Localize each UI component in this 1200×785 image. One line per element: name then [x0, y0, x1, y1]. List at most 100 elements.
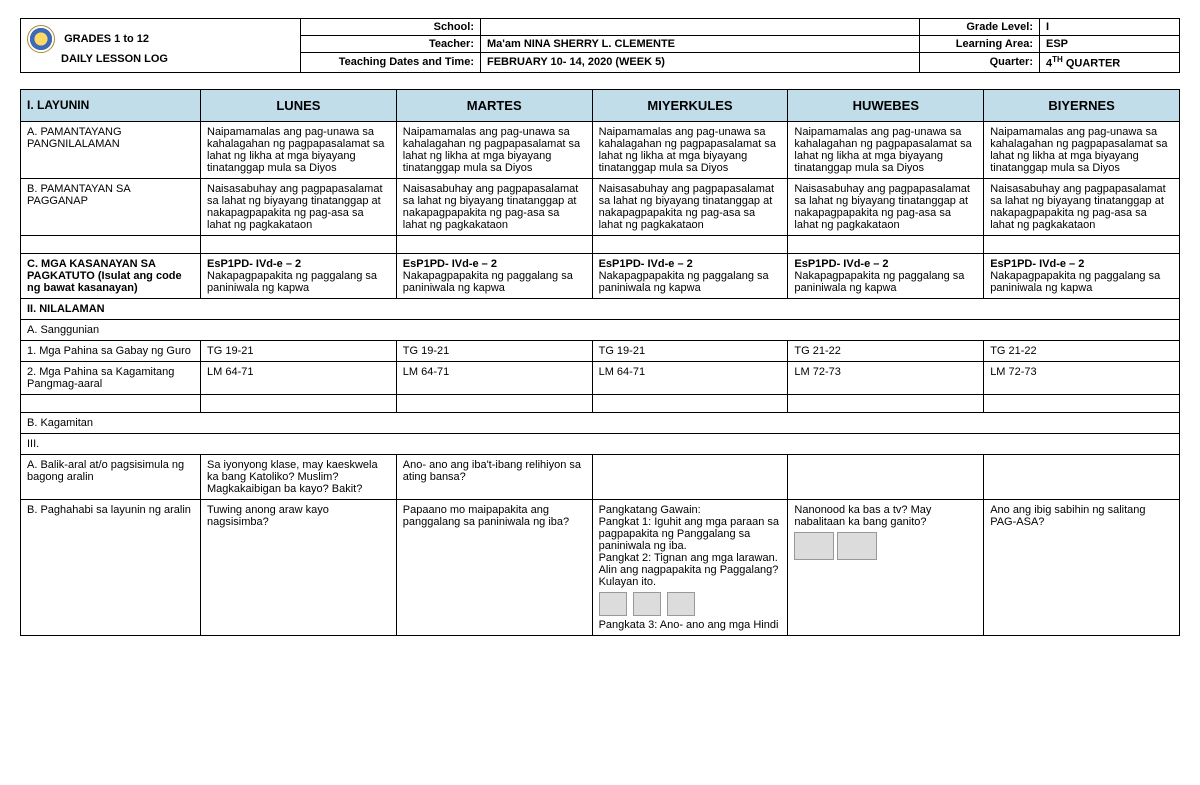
- teacher-value: Ma'am NINA SHERRY L. CLEMENTE: [481, 36, 920, 53]
- day-wed: MIYERKULES: [592, 89, 788, 121]
- grade-label: Grade Level:: [920, 19, 1040, 36]
- cell: LM 72-73: [788, 361, 984, 394]
- news-image-icon: [837, 532, 877, 560]
- cell: Papaano mo maipapakita ang panggalang sa…: [396, 499, 592, 635]
- cell: EsP1PD- IVd-e – 2Nakapagpapakita ng pagg…: [788, 253, 984, 298]
- quarter-label: Quarter:: [920, 53, 1040, 73]
- row-kasanayan: C. MGA KASANAYAN SA PAGKATUTO (Isulat an…: [21, 253, 1180, 298]
- title-line1: GRADES 1 to 12: [64, 33, 149, 45]
- code: EsP1PD- IVd-e – 2: [207, 258, 301, 270]
- row-paghahabi: B. Paghahabi sa layunin ng aralin Tuwing…: [21, 499, 1180, 635]
- title-line2: DAILY LESSON LOG: [61, 53, 168, 65]
- label-a: A. PAMANTAYANG PANGNILALAMAN: [21, 121, 201, 178]
- cell: [788, 454, 984, 499]
- clipart-icon: [633, 592, 661, 616]
- header-table: GRADES 1 to 12 DAILY LESSON LOG School: …: [20, 18, 1180, 73]
- cell: [592, 454, 788, 499]
- cell: TG 21-22: [984, 340, 1180, 361]
- grade-value: I: [1040, 19, 1180, 36]
- title-cell: GRADES 1 to 12 DAILY LESSON LOG: [21, 19, 301, 73]
- row-iii: III.: [21, 433, 1180, 454]
- quarter-value: 4TH QUARTER: [1040, 53, 1180, 73]
- label-paghahabi: B. Paghahabi sa layunin ng aralin: [21, 499, 201, 635]
- cell: Naipamamalas ang pag-unawa sa kahalagaha…: [788, 121, 984, 178]
- cell: Ano ang ibig sabihin ng salitang PAG-ASA…: [984, 499, 1180, 635]
- row-lm: 2. Mga Pahina sa Kagamitang Pangmag-aara…: [21, 361, 1180, 394]
- label-sang: A. Sanggunian: [21, 319, 1180, 340]
- cell: TG 21-22: [788, 340, 984, 361]
- cell: Naisasabuhay ang pagpapasalamat sa lahat…: [396, 178, 592, 235]
- label-tg: 1. Mga Pahina sa Gabay ng Guro: [21, 340, 201, 361]
- label-lm: 2. Mga Pahina sa Kagamitang Pangmag-aara…: [21, 361, 201, 394]
- cell: Tuwing anong araw kayo nagsisimba?: [201, 499, 397, 635]
- dates-label: Teaching Dates and Time:: [301, 53, 481, 73]
- cell: Naipamamalas ang pag-unawa sa kahalagaha…: [396, 121, 592, 178]
- area-value: ESP: [1040, 36, 1180, 53]
- text: Nakapagpapakita ng paggalang sa paniniwa…: [794, 270, 964, 294]
- code: EsP1PD- IVd-e – 2: [794, 258, 888, 270]
- cell: [984, 454, 1180, 499]
- cell: LM 64-71: [396, 361, 592, 394]
- teacher-label: Teacher:: [301, 36, 481, 53]
- day-fri: BIYERNES: [984, 89, 1180, 121]
- cell: LM 72-73: [984, 361, 1180, 394]
- wed-text: Pangkatang Gawain: Pangkat 1: Iguhit ang…: [599, 504, 779, 588]
- cell: Naisasabuhay ang pagpapasalamat sa lahat…: [201, 178, 397, 235]
- cell: TG 19-21: [396, 340, 592, 361]
- cell: Ano- ano ang iba't-ibang relihiyon sa at…: [396, 454, 592, 499]
- cell: EsP1PD- IVd-e – 2Nakapagpapakita ng pagg…: [984, 253, 1180, 298]
- label-kagamitan: B. Kagamitan: [21, 412, 1180, 433]
- thu-text: Nanonood ka bas a tv? May nabalitaan ka …: [794, 504, 931, 528]
- label-balik: A. Balik-aral at/o pagsisimula ng bagong…: [21, 454, 201, 499]
- cell: Naipamamalas ang pag-unawa sa kahalagaha…: [592, 121, 788, 178]
- text: Nakapagpapakita ng paggalang sa paniniwa…: [403, 270, 573, 294]
- spacer: [21, 235, 1180, 253]
- clipart-icon: [667, 592, 695, 616]
- cell: Pangkatang Gawain: Pangkat 1: Iguhit ang…: [592, 499, 788, 635]
- text: Nakapagpapakita ng paggalang sa paniniwa…: [599, 270, 769, 294]
- code: EsP1PD- IVd-e – 2: [403, 258, 497, 270]
- cell: EsP1PD- IVd-e – 2Nakapagpapakita ng pagg…: [201, 253, 397, 298]
- row-kagamitan: B. Kagamitan: [21, 412, 1180, 433]
- news-image-icon: [794, 532, 834, 560]
- row-balik: A. Balik-aral at/o pagsisimula ng bagong…: [21, 454, 1180, 499]
- dates-value: FEBRUARY 10- 14, 2020 (WEEK 5): [481, 53, 920, 73]
- quarter-tail: QUARTER: [1063, 58, 1120, 70]
- area-label: Learning Area:: [920, 36, 1040, 53]
- cell: Naisasabuhay ang pagpapasalamat sa lahat…: [788, 178, 984, 235]
- cell: Naisasabuhay ang pagpapasalamat sa lahat…: [592, 178, 788, 235]
- code: EsP1PD- IVd-e – 2: [599, 258, 693, 270]
- cell: LM 64-71: [592, 361, 788, 394]
- row-sanggunian: A. Sanggunian: [21, 319, 1180, 340]
- code: EsP1PD- IVd-e – 2: [990, 258, 1084, 270]
- school-label: School:: [301, 19, 481, 36]
- cell: TG 19-21: [592, 340, 788, 361]
- cell: Sa iyonyong klase, may kaeskwela ka bang…: [201, 454, 397, 499]
- deped-seal-icon: [27, 25, 55, 53]
- spacer: [21, 394, 1180, 412]
- lesson-table: I. LAYUNIN LUNES MARTES MIYERKULES HUWEB…: [20, 89, 1180, 636]
- row-tg: 1. Mga Pahina sa Gabay ng Guro TG 19-21 …: [21, 340, 1180, 361]
- cell: Naipamamalas ang pag-unawa sa kahalagaha…: [984, 121, 1180, 178]
- label-ii: II. NILALAMAN: [21, 298, 1180, 319]
- text: Nakapagpapakita ng paggalang sa paniniwa…: [990, 270, 1160, 294]
- label-iii: III.: [21, 433, 1180, 454]
- day-thu: HUWEBES: [788, 89, 984, 121]
- label-b: B. PAMANTAYAN SA PAGGANAP: [21, 178, 201, 235]
- label-c: C. MGA KASANAYAN SA PAGKATUTO (Isulat an…: [21, 253, 201, 298]
- cell: EsP1PD- IVd-e – 2Nakapagpapakita ng pagg…: [592, 253, 788, 298]
- cell: Naipamamalas ang pag-unawa sa kahalagaha…: [201, 121, 397, 178]
- cell: EsP1PD- IVd-e – 2Nakapagpapakita ng pagg…: [396, 253, 592, 298]
- cell: LM 64-71: [201, 361, 397, 394]
- row-pagganap: B. PAMANTAYAN SA PAGGANAP Naisasabuhay a…: [21, 178, 1180, 235]
- row-pamantayang: A. PAMANTAYANG PANGNILALAMAN Naipamamala…: [21, 121, 1180, 178]
- wed-tail: Pangkata 3: Ano- ano ang mga Hindi: [599, 619, 779, 631]
- quarter-suffix: TH: [1052, 55, 1063, 64]
- text: Nakapagpapakita ng paggalang sa paniniwa…: [207, 270, 377, 294]
- cell: Nanonood ka bas a tv? May nabalitaan ka …: [788, 499, 984, 635]
- day-mon: LUNES: [201, 89, 397, 121]
- cell: Naisasabuhay ang pagpapasalamat sa lahat…: [984, 178, 1180, 235]
- row-nilalaman: II. NILALAMAN: [21, 298, 1180, 319]
- school-value: [481, 19, 920, 36]
- day-tue: MARTES: [396, 89, 592, 121]
